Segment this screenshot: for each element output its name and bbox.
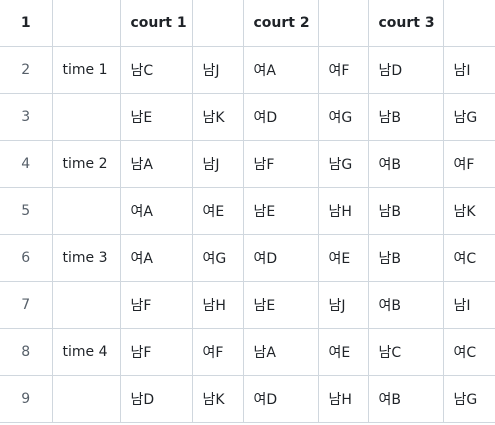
row-number[interactable]: 4 [0, 140, 53, 188]
player-cell[interactable]: 여E [317, 328, 369, 376]
header-cell[interactable] [442, 0, 495, 47]
time-slot-cell[interactable]: time 2 [51, 140, 121, 188]
player-cell[interactable]: 남C [119, 46, 193, 94]
header-cell[interactable] [191, 0, 244, 47]
player-cell[interactable]: 여B [367, 375, 444, 423]
player-cell[interactable]: 여F [442, 140, 495, 188]
player-cell[interactable]: 여A [119, 234, 193, 282]
table-row: 4 time 2 남A 남J 남F 남G 여B 여F [0, 140, 495, 188]
player-cell[interactable]: 여F [191, 328, 244, 376]
player-cell[interactable]: 여D [242, 93, 319, 141]
time-slot-cell[interactable]: time 3 [51, 234, 121, 282]
player-cell[interactable]: 남D [119, 375, 193, 423]
player-cell[interactable]: 남J [191, 140, 244, 188]
player-cell[interactable]: 남J [317, 281, 369, 329]
player-cell[interactable]: 남D [367, 46, 444, 94]
player-cell[interactable]: 남E [242, 281, 319, 329]
time-slot-cell[interactable]: time 1 [51, 46, 121, 94]
player-cell[interactable]: 남G [442, 93, 495, 141]
player-cell[interactable]: 남F [242, 140, 319, 188]
player-cell[interactable]: 여E [191, 187, 244, 235]
player-cell[interactable]: 여C [442, 328, 495, 376]
player-cell[interactable]: 남B [367, 187, 444, 235]
player-cell[interactable]: 여G [191, 234, 244, 282]
row-number[interactable]: 5 [0, 187, 53, 235]
row-number[interactable]: 2 [0, 46, 53, 94]
player-cell[interactable]: 여E [317, 234, 369, 282]
header-cell-court-2[interactable]: court 2 [242, 0, 319, 47]
player-cell[interactable]: 여A [119, 187, 193, 235]
row-number[interactable]: 6 [0, 234, 53, 282]
header-cell[interactable] [51, 0, 121, 47]
table-row: 2 time 1 남C 남J 여A 여F 남D 남I [0, 46, 495, 94]
player-cell[interactable]: 여C [442, 234, 495, 282]
player-cell[interactable]: 남G [317, 140, 369, 188]
row-number[interactable]: 7 [0, 281, 53, 329]
player-cell[interactable]: 남G [442, 375, 495, 423]
player-cell[interactable]: 남H [317, 187, 369, 235]
player-cell[interactable]: 남H [191, 281, 244, 329]
player-cell[interactable]: 여B [367, 281, 444, 329]
row-number[interactable]: 8 [0, 328, 53, 376]
time-slot-cell[interactable] [51, 375, 121, 423]
player-cell[interactable]: 여A [242, 46, 319, 94]
player-cell[interactable]: 여D [242, 375, 319, 423]
player-cell[interactable]: 남K [191, 375, 244, 423]
player-cell[interactable]: 남K [191, 93, 244, 141]
table-row: 8 time 4 남F 여F 남A 여E 남C 여C [0, 328, 495, 376]
row-number[interactable]: 3 [0, 93, 53, 141]
time-slot-cell[interactable] [51, 93, 121, 141]
header-cell-court-3[interactable]: court 3 [367, 0, 444, 47]
table-row: 3 남E 남K 여D 여G 남B 남G [0, 93, 495, 141]
header-cell[interactable] [317, 0, 369, 47]
row-number[interactable]: 9 [0, 375, 53, 423]
player-cell[interactable]: 남I [442, 281, 495, 329]
player-cell[interactable]: 여F [317, 46, 369, 94]
player-cell[interactable]: 남C [367, 328, 444, 376]
player-cell[interactable]: 남A [242, 328, 319, 376]
player-cell[interactable]: 남K [442, 187, 495, 235]
player-cell[interactable]: 남H [317, 375, 369, 423]
table-row: 6 time 3 여A 여G 여D 여E 남B 여C [0, 234, 495, 282]
table-row: 9 남D 남K 여D 남H 여B 남G [0, 375, 495, 423]
player-cell[interactable]: 남E [119, 93, 193, 141]
player-cell[interactable]: 남B [367, 234, 444, 282]
player-cell[interactable]: 여D [242, 234, 319, 282]
header-row: 1 court 1 court 2 court 3 [0, 0, 495, 47]
player-cell[interactable]: 여B [367, 140, 444, 188]
header-cell-court-1[interactable]: court 1 [119, 0, 193, 47]
table-row: 7 남F 남H 남E 남J 여B 남I [0, 281, 495, 329]
time-slot-cell[interactable]: time 4 [51, 328, 121, 376]
player-cell[interactable]: 남F [119, 328, 193, 376]
player-cell[interactable]: 여G [317, 93, 369, 141]
row-number[interactable]: 1 [0, 0, 53, 47]
player-cell[interactable]: 남I [442, 46, 495, 94]
player-cell[interactable]: 남J [191, 46, 244, 94]
time-slot-cell[interactable] [51, 187, 121, 235]
time-slot-cell[interactable] [51, 281, 121, 329]
player-cell[interactable]: 남A [119, 140, 193, 188]
player-cell[interactable]: 남B [367, 93, 444, 141]
player-cell[interactable]: 남E [242, 187, 319, 235]
table-row: 5 여A 여E 남E 남H 남B 남K [0, 187, 495, 235]
player-cell[interactable]: 남F [119, 281, 193, 329]
